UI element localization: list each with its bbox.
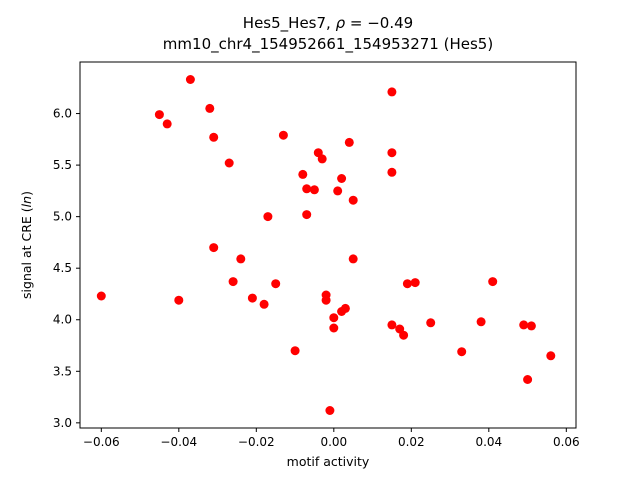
scatter-point bbox=[457, 347, 467, 357]
scatter-point bbox=[476, 317, 486, 327]
chart-title: Hes5_Hes7, ρ = −0.49 mm10_chr4_154952661… bbox=[80, 13, 576, 55]
scatter-point bbox=[410, 278, 420, 288]
title-correlation-value: = −0.49 bbox=[345, 14, 414, 32]
scatter-point bbox=[337, 174, 347, 183]
scatter-point bbox=[329, 313, 339, 323]
x-tick-label: −0.04 bbox=[160, 435, 197, 449]
scatter-point bbox=[259, 299, 269, 309]
scatter-point bbox=[387, 167, 397, 177]
scatter-point bbox=[387, 148, 397, 158]
y-axis-label-prefix: signal at CRE ( bbox=[19, 207, 34, 299]
scatter-point bbox=[224, 158, 234, 168]
x-axis-label: motif activity bbox=[287, 454, 370, 469]
y-tick-label: 6.0 bbox=[53, 107, 72, 121]
scatter-point bbox=[344, 137, 354, 147]
scatter-point bbox=[185, 75, 195, 84]
scatter-point bbox=[209, 132, 219, 142]
x-tick-label: −0.06 bbox=[83, 435, 120, 449]
scatter-point bbox=[329, 323, 339, 333]
scatter-point bbox=[96, 291, 106, 301]
y-axis-label: signal at CRE (ln) bbox=[19, 191, 34, 299]
scatter-point bbox=[174, 295, 184, 305]
scatter-point bbox=[340, 303, 350, 313]
scatter-point bbox=[302, 210, 312, 220]
y-axis-label-italic: ln bbox=[19, 196, 34, 207]
x-tick-label: −0.02 bbox=[238, 435, 275, 449]
scatter-point bbox=[271, 279, 281, 289]
y-tick-label: 4.0 bbox=[53, 313, 72, 327]
scatter-point bbox=[290, 346, 300, 356]
chart-title-line2: mm10_chr4_154952661_154953271 (Hes5) bbox=[162, 35, 494, 53]
scatter-point bbox=[236, 254, 246, 264]
scatter-point bbox=[209, 243, 219, 253]
plot-frame bbox=[79, 61, 577, 429]
scatter-point bbox=[298, 169, 308, 179]
y-tick-label: 5.5 bbox=[53, 158, 72, 172]
scatter-point bbox=[546, 351, 556, 361]
x-tick-label: 0.04 bbox=[475, 435, 502, 449]
scatter-point bbox=[278, 130, 288, 140]
y-tick-label: 3.0 bbox=[53, 416, 72, 430]
title-prefix: Hes5_Hes7, bbox=[242, 14, 336, 32]
scatter-point bbox=[302, 184, 312, 194]
scatter-point bbox=[333, 186, 343, 196]
scatter-point bbox=[402, 279, 412, 289]
scatter-point bbox=[387, 87, 397, 97]
y-tick-label: 5.0 bbox=[53, 210, 72, 224]
chart-title-line1: Hes5_Hes7, ρ = −0.49 bbox=[80, 13, 576, 34]
title-rho-symbol: ρ bbox=[335, 14, 346, 32]
scatter-point bbox=[526, 321, 536, 331]
scatter-point bbox=[309, 185, 319, 195]
y-tick-label: 3.5 bbox=[53, 364, 72, 378]
scatter-point bbox=[325, 406, 335, 415]
scatter-point bbox=[387, 320, 397, 330]
scatter-point bbox=[247, 293, 257, 303]
y-tick-label: 4.5 bbox=[53, 261, 72, 275]
scatter-point bbox=[321, 295, 331, 305]
scatter-point bbox=[399, 330, 409, 340]
scatter-point bbox=[523, 375, 533, 384]
scatter-point bbox=[519, 320, 529, 330]
x-tick-label: 0.00 bbox=[320, 435, 347, 449]
scatter-point bbox=[154, 110, 164, 120]
y-axis-label-suffix: ) bbox=[19, 191, 34, 196]
scatter-point bbox=[228, 277, 238, 287]
scatter-point bbox=[348, 195, 358, 205]
x-tick-label: 0.02 bbox=[398, 435, 425, 449]
scatter-point bbox=[263, 212, 273, 222]
scatter-point bbox=[162, 119, 172, 129]
x-tick-label: 0.06 bbox=[553, 435, 580, 449]
scatter-point bbox=[348, 254, 358, 264]
scatter-point bbox=[426, 318, 436, 328]
scatter-point bbox=[205, 103, 215, 113]
scatter-point bbox=[488, 277, 498, 287]
scatter-point bbox=[317, 154, 327, 164]
